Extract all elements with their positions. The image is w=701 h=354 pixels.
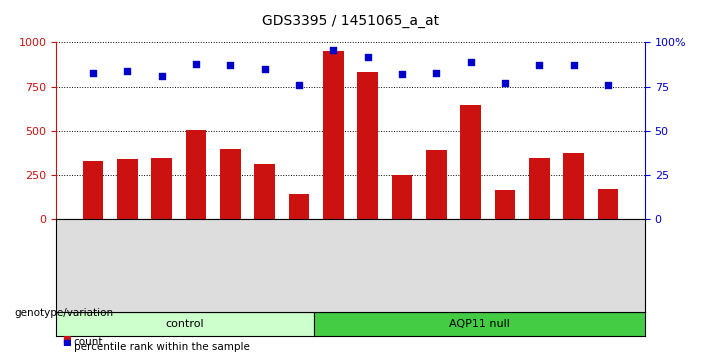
Bar [117,159,138,219]
Point [294,82,305,88]
Bar [358,72,378,219]
Bar [289,194,309,219]
Point [499,80,510,86]
Bar [563,153,584,219]
Text: control: control [165,319,204,329]
Point [225,63,236,68]
Point [88,70,99,75]
Bar [461,105,481,219]
Bar [495,190,515,219]
Bar [426,149,447,219]
Bar [529,158,550,219]
Bar [392,175,412,219]
Text: count: count [74,337,103,347]
Bar [323,51,343,219]
Bar [186,130,206,219]
Bar [597,188,618,219]
Text: genotype/variation: genotype/variation [14,308,113,318]
Bar [83,161,104,219]
Point [328,47,339,52]
Point [362,54,373,59]
Bar [151,159,172,219]
Text: GDS3395 / 1451065_a_at: GDS3395 / 1451065_a_at [262,14,439,28]
Point [156,73,168,79]
Bar [220,149,240,219]
Point [259,66,271,72]
Point [430,70,442,75]
Point [533,63,545,68]
Point [568,63,579,68]
Point [602,82,613,88]
Point [465,59,476,65]
Point [396,72,407,77]
Point [191,61,202,67]
Text: percentile rank within the sample: percentile rank within the sample [74,342,250,352]
Bar [254,164,275,219]
Point [122,68,133,74]
Text: AQP11 null: AQP11 null [449,319,510,329]
